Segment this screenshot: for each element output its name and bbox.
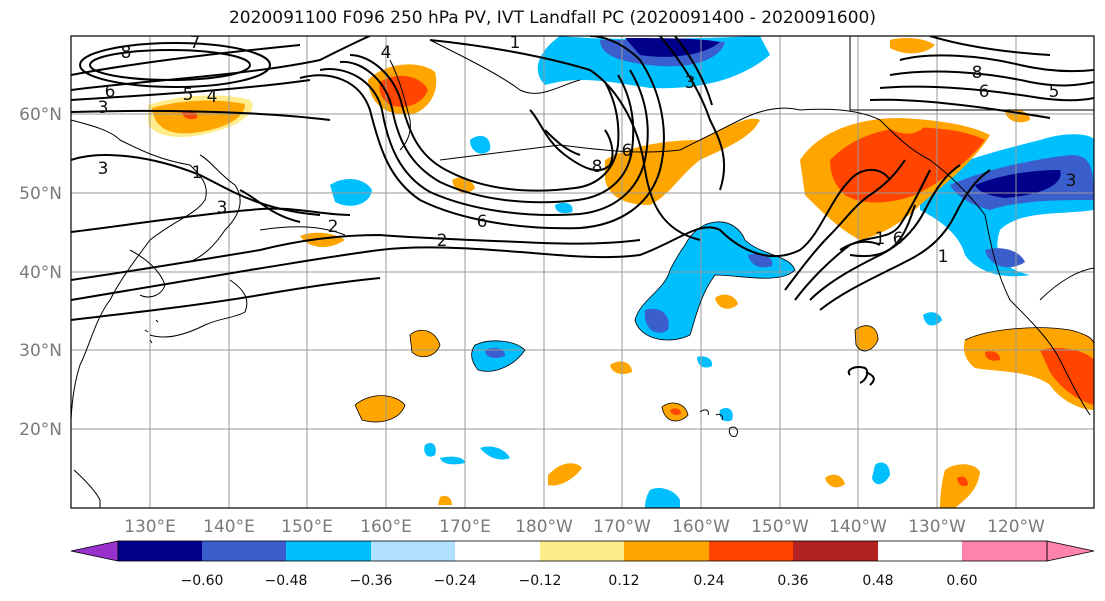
contour-label: 3 [685, 73, 696, 93]
colorbar-extend-high [1046, 540, 1095, 562]
lon-label: 130°W [908, 517, 966, 537]
lat-label: 20°N [19, 420, 62, 440]
colorbar-segments [118, 541, 1047, 561]
colorbar-segment [118, 541, 202, 561]
graticule [71, 36, 1094, 508]
lon-label: 150°E [281, 517, 333, 537]
contour-label: 6 [477, 212, 488, 232]
contour-label: 2 [328, 217, 339, 237]
lat-label: 60°N [19, 105, 62, 125]
colorbar-tick-label: 0.36 [777, 573, 808, 589]
lat-label: 40°N [19, 263, 62, 283]
contour-label: 3 [98, 159, 109, 179]
colorbar-segment [624, 541, 709, 561]
contour-labels: 8 7 6 5 4 3 3 1 3 2 4 1 8 6 3 2 6 1 6 1 … [98, 33, 1077, 267]
contour-label: 3 [1066, 171, 1077, 191]
colorbar-tick-label: 0.60 [946, 573, 977, 589]
colorbar-segment [709, 541, 793, 561]
pv-contours [71, 36, 1094, 386]
colorbar-segment [793, 541, 878, 561]
colorbar-segment [540, 541, 624, 561]
colorbar-tick-label: −0.24 [434, 573, 477, 589]
contour-label: 3 [98, 98, 109, 118]
lon-label: 140°E [203, 517, 255, 537]
contour-label: 7 [190, 33, 201, 53]
coastlines [71, 36, 1094, 508]
colorbar: −0.60 −0.48 −0.36 −0.24 −0.12 0.12 0.24 … [70, 540, 1095, 589]
lon-label: 130°E [124, 517, 176, 537]
lon-label: 160°E [360, 517, 412, 537]
contour-label: 6 [979, 82, 990, 102]
contour-label: 6 [622, 141, 633, 161]
lon-label: 170°W [593, 517, 651, 537]
longitude-labels: 130°E 140°E 150°E 160°E 170°E 180°W 170°… [124, 517, 1045, 537]
contour-label: 4 [207, 87, 218, 107]
lon-label: 120°W [987, 517, 1045, 537]
colorbar-tick-label: −0.48 [265, 573, 308, 589]
contour-label: 8 [592, 157, 603, 177]
contour-label: 5 [183, 85, 194, 105]
contour-label: 3 [217, 198, 228, 218]
positive-anomaly-fills [148, 37, 1094, 508]
contour-label: 1 [875, 229, 886, 249]
latitude-labels: 60°N 50°N 40°N 30°N 20°N [19, 105, 62, 440]
contour-label: 6 [893, 229, 904, 249]
negative-anomaly-fills [330, 36, 1094, 508]
colorbar-tick-label: −0.12 [519, 573, 562, 589]
fill-outlines [354, 221, 1094, 423]
colorbar-tick-label: −0.36 [350, 573, 393, 589]
contour-label: 1 [510, 33, 521, 53]
colorbar-tick-label: 0.48 [862, 573, 893, 589]
contour-label: 4 [381, 43, 392, 63]
map-panel: 8 7 6 5 4 3 3 1 3 2 4 1 8 6 3 2 6 1 6 1 … [71, 33, 1094, 508]
lon-label: 160°W [672, 517, 730, 537]
colorbar-extend-low [70, 540, 119, 562]
colorbar-tick-label: −0.60 [181, 573, 224, 589]
colorbar-tick-label: 0.24 [693, 573, 724, 589]
colorbar-segment [371, 541, 455, 561]
lon-label: 150°W [751, 517, 809, 537]
lon-label: 180°W [515, 517, 573, 537]
colorbar-tick-label: 0.12 [608, 573, 639, 589]
colorbar-segment [962, 541, 1047, 561]
colorbar-segment [286, 541, 371, 561]
map-frame [70, 35, 1095, 509]
colorbar-ticks: −0.60 −0.48 −0.36 −0.24 −0.12 0.12 0.24 … [181, 573, 978, 589]
contour-label: 1 [938, 247, 949, 267]
contour-label: 1 [192, 163, 203, 183]
lat-label: 50°N [19, 184, 62, 204]
lon-label: 140°W [829, 517, 887, 537]
colorbar-segment [202, 541, 286, 561]
lon-label: 170°E [439, 517, 491, 537]
contour-label: 8 [121, 43, 132, 63]
colorbar-segment [455, 541, 540, 561]
contour-label: 2 [437, 231, 448, 251]
contour-label: 8 [972, 63, 983, 83]
lat-label: 30°N [19, 341, 62, 361]
map-title: 2020091100 F096 250 hPa PV, IVT Landfall… [228, 8, 876, 28]
contour-label: 5 [1049, 82, 1060, 102]
contour-label: 6 [105, 82, 116, 102]
